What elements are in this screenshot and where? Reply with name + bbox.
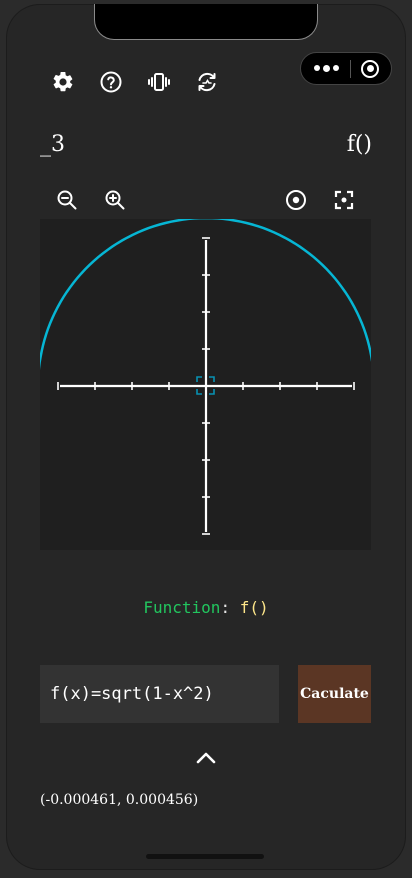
graph-canvas[interactable] [36, 216, 376, 550]
zoom-in-icon[interactable] [101, 186, 129, 214]
function-label: Function [143, 598, 221, 617]
cursor-coordinates: (-0.000461, 0.000456) [40, 792, 199, 808]
vibrate-icon[interactable] [145, 68, 173, 96]
page-title-right: f() [346, 132, 372, 157]
function-colon: : [220, 598, 231, 617]
function-info: Function: f() [6, 598, 406, 617]
zoom-out-icon[interactable] [53, 186, 81, 214]
graph-plot [36, 216, 376, 535]
mini-program-capsule [300, 52, 392, 85]
home-indicator [146, 854, 264, 859]
gear-icon[interactable] [49, 68, 77, 96]
function-input[interactable] [40, 665, 279, 723]
center-icon[interactable] [282, 186, 310, 214]
page-title-left: _3 [40, 132, 65, 157]
phone-screen: _3 f() Function: f() Caculate (-0.000461… [6, 4, 406, 870]
graph-axes [57, 237, 355, 535]
help-icon[interactable] [97, 68, 125, 96]
more-menu-icon[interactable] [304, 65, 348, 72]
function-name: f() [239, 598, 269, 617]
close-target-icon[interactable] [361, 59, 379, 78]
calculate-button[interactable]: Caculate [298, 665, 371, 723]
camera-notch [94, 4, 318, 40]
refresh-icon[interactable] [193, 68, 221, 96]
chevron-up-icon[interactable] [192, 746, 220, 770]
crosshair-marker [196, 376, 215, 395]
capsule-divider [350, 59, 351, 78]
focus-icon[interactable] [330, 186, 358, 214]
